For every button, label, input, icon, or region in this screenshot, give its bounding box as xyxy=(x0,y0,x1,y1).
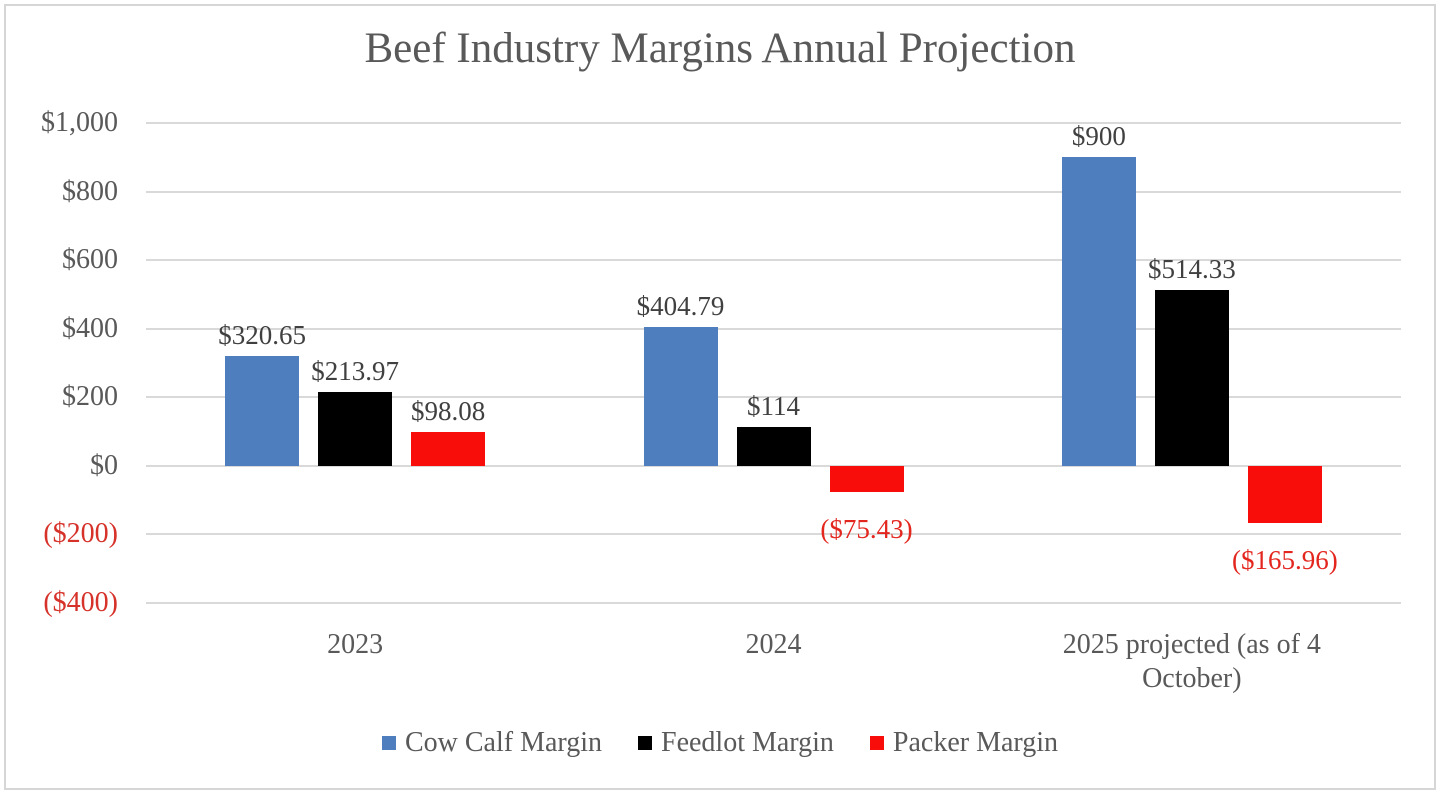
legend-swatch-cow-calf-icon xyxy=(381,736,396,750)
y-tick-label: $400 xyxy=(62,312,118,344)
gridline xyxy=(146,190,1401,193)
gridline xyxy=(146,464,1401,467)
bar-packer-margin-2023 xyxy=(411,432,486,466)
legend-item-packer-margin: Packer Margin xyxy=(869,726,1059,760)
bar-data-label: $320.65 xyxy=(218,319,307,350)
bar-feedlot-margin-2023 xyxy=(318,392,393,466)
chart-title: Beef Industry Margins Annual Projection xyxy=(364,25,1076,72)
gridline xyxy=(146,259,1401,262)
x-category-label: 2024 xyxy=(745,629,802,660)
legend-swatch-feedlot-icon xyxy=(638,736,652,750)
bar-cow-calf-margin-2023 xyxy=(225,355,300,466)
bar-data-label: ($75.43) xyxy=(820,513,913,544)
legend-item-cow-calf-margin: Cow Calf Margin xyxy=(381,726,602,760)
y-tick-label: $800 xyxy=(62,175,118,207)
legend-item-feedlot-margin: Feedlot Margin xyxy=(638,726,834,760)
bar-data-label: $900 xyxy=(1071,121,1126,152)
y-tick-label: $200 xyxy=(62,381,118,413)
bar-data-label: $213.97 xyxy=(311,356,400,387)
bar-feedlot-margin-2024 xyxy=(736,426,811,466)
legend-label-packer: Packer Margin xyxy=(892,727,1059,758)
bar-data-label: $404.79 xyxy=(636,291,725,322)
y-tick-label: $600 xyxy=(62,244,118,276)
y-axis: $1,000 $800 $600 $400 $200 $0 ($200) ($400) xyxy=(0,0,118,794)
y-tick-label: ($200) xyxy=(43,518,118,550)
bar-cow-calf-margin-2024 xyxy=(643,327,718,466)
y-tick-label: $1,000 xyxy=(41,107,118,138)
legend-swatch-packer-icon xyxy=(869,736,884,750)
plot-area: $320.65 $213.97 $98.08 $404.79 $114 ($75.43) $… xyxy=(146,121,1401,604)
gridline xyxy=(146,396,1401,399)
bar-cow-calf-margin-2025 xyxy=(1061,157,1136,466)
gridline xyxy=(146,533,1401,536)
y-tick-label: ($400) xyxy=(43,587,118,618)
x-category-label: 2023 xyxy=(327,629,384,660)
gridline xyxy=(146,602,1401,604)
bar-data-label: ($165.96) xyxy=(1231,544,1338,575)
bar-data-label: $514.33 xyxy=(1147,253,1236,284)
gridline xyxy=(146,327,1401,330)
bar-packer-margin-2024 xyxy=(829,465,904,492)
gridline xyxy=(146,122,1401,124)
legend-label-cow-calf: Cow Calf Margin xyxy=(404,727,602,758)
bar-feedlot-margin-2025 xyxy=(1154,289,1229,466)
bar-packer-margin-2025 xyxy=(1247,465,1322,523)
y-tick-label: $0 xyxy=(90,449,118,481)
legend: Cow Calf Margin Feedlot Margin Packer Ma… xyxy=(0,726,1440,760)
legend-label-feedlot: Feedlot Margin xyxy=(661,727,834,758)
x-category-label: 2025 projected (as of 4 October) xyxy=(1062,629,1321,694)
bar-data-label: $98.08 xyxy=(411,396,486,427)
bar-data-label: $114 xyxy=(747,390,800,421)
